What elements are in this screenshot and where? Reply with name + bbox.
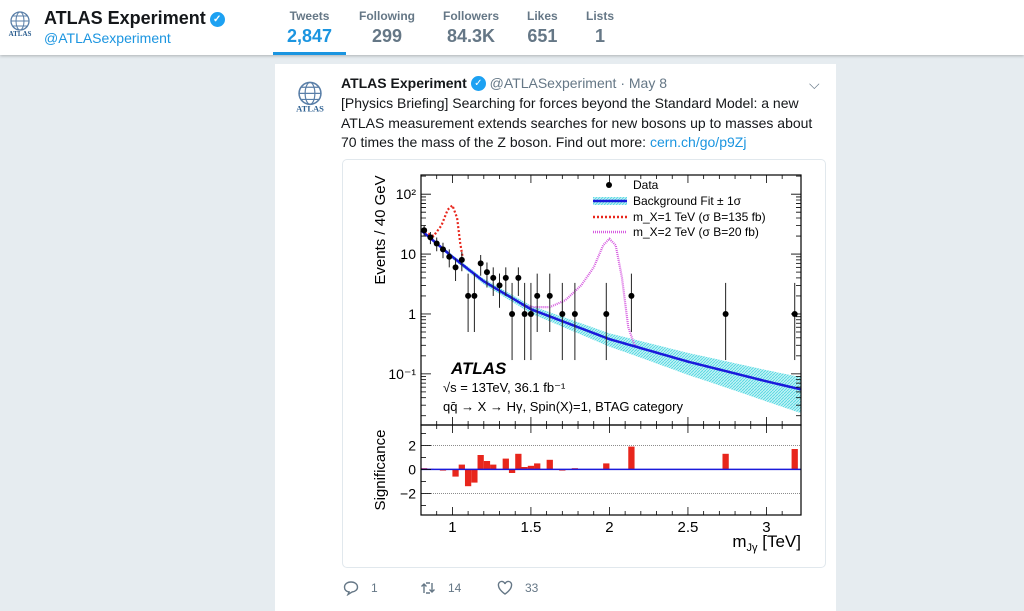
significance-bar xyxy=(458,464,465,470)
stat-lists[interactable]: Lists 1 xyxy=(586,9,615,46)
verified-icon: ✓ xyxy=(470,76,486,91)
significance-bar xyxy=(464,469,472,487)
x-tick-label: 1.5 xyxy=(520,519,541,536)
significance-bar xyxy=(477,455,484,470)
data-point xyxy=(546,292,553,299)
y-axis-label: Events / 40 GeV xyxy=(372,175,389,284)
atlas-logo-icon: ATLAS xyxy=(9,11,32,38)
data-point xyxy=(628,292,635,299)
y-tick-label: 1 xyxy=(408,306,416,322)
significance-bar xyxy=(490,464,497,470)
reply-button[interactable]: 1 xyxy=(343,580,378,596)
data-point xyxy=(427,234,434,241)
legend-data-marker xyxy=(606,182,612,188)
data-point xyxy=(571,310,578,317)
heart-icon xyxy=(497,580,513,595)
significance-bar xyxy=(791,449,798,470)
data-point xyxy=(603,310,610,317)
data-point xyxy=(471,292,478,299)
legend: Data Background Fit ± 1σ m_X=1 TeV (σ B=… xyxy=(593,178,766,239)
x-tick-label: 1 xyxy=(448,519,456,536)
sig-y-tick-label: 0 xyxy=(408,461,416,477)
significance-plot-frame xyxy=(420,424,802,516)
svg-text:ATLAS: ATLAS xyxy=(9,30,32,38)
data-point xyxy=(433,240,440,247)
data-point xyxy=(452,264,459,271)
sig-y-tick-label: 2 xyxy=(408,437,416,453)
profile-header: ATLAS ATLAS Experiment ✓ @ATLASexperiment… xyxy=(0,0,1024,55)
retweet-button[interactable]: 14 xyxy=(420,580,461,596)
background-fit-line xyxy=(420,229,802,391)
data-point xyxy=(521,310,528,317)
significance-bar xyxy=(722,453,729,470)
data-point xyxy=(496,282,503,289)
data-point xyxy=(421,227,428,234)
stat-tweets[interactable]: Tweets 2,847 xyxy=(272,9,347,55)
significance-bar xyxy=(471,469,478,483)
signal-1tev-line xyxy=(420,203,465,262)
stat-likes[interactable]: Likes 651 xyxy=(527,9,558,46)
like-button[interactable]: 33 xyxy=(497,580,538,596)
legend-data: Data xyxy=(633,178,659,192)
data-point xyxy=(722,310,729,317)
tweet-date[interactable]: · May 8 xyxy=(620,75,668,91)
data-point xyxy=(534,292,541,299)
stat-followers[interactable]: Followers 84.3K xyxy=(443,9,500,46)
x-tick-label: 2.5 xyxy=(678,519,699,536)
energy-label: √s = 13TeV, 36.1 fb⁻¹ xyxy=(443,380,566,395)
y-tick-label: 10 xyxy=(400,246,416,262)
data-point xyxy=(439,246,446,253)
significance-bar xyxy=(502,458,509,470)
verified-icon: ✓ xyxy=(209,12,225,27)
tweet-text: [Physics Briefing] Searching for forces … xyxy=(341,95,813,150)
data-point xyxy=(490,274,497,281)
significance-bar xyxy=(483,461,491,470)
data-point xyxy=(527,310,534,317)
data-point xyxy=(477,260,484,267)
tweet-header: ATLAS Experiment ✓ @ATLASexperiment · May… xyxy=(341,75,667,91)
tweet-avatar[interactable]: ATLAS xyxy=(293,80,327,114)
significance-bar xyxy=(628,446,635,470)
significance-bar xyxy=(527,465,535,470)
legend-sig1: m_X=1 TeV (σ B=135 fb) xyxy=(633,210,766,224)
data-point xyxy=(559,310,566,317)
data-point xyxy=(502,274,509,281)
x-tick-label: 3 xyxy=(762,519,770,536)
svg-text:ATLAS: ATLAS xyxy=(296,104,324,114)
significance-bar xyxy=(521,467,528,470)
tweet-handle[interactable]: @ATLASexperiment xyxy=(489,75,617,91)
process-label: qq̄ → X → Hγ, Spin(X)=1, BTAG category xyxy=(443,399,683,414)
data-point xyxy=(458,256,465,263)
data-point xyxy=(509,310,516,317)
retweet-icon xyxy=(421,582,435,594)
significance-bar xyxy=(452,469,459,477)
data-point xyxy=(446,253,453,260)
y-tick-label: 10² xyxy=(396,186,417,202)
tweet-media-chart[interactable]: 1 1.5 2 2.5 3 10² 10 1 10⁻¹ 2 0 −2 Events / 40 GeV … xyxy=(342,159,826,568)
significance-bar xyxy=(603,463,610,470)
legend-sig2: m_X=2 TeV (σ B=20 fb) xyxy=(633,225,759,239)
reply-icon xyxy=(343,581,359,596)
profile-name: ATLAS Experiment ✓ xyxy=(44,8,225,29)
x-axis-label: mJγ [TeV] xyxy=(732,532,801,554)
significance-bar xyxy=(508,469,516,473)
data-point xyxy=(465,292,472,299)
y-tick-label: 10⁻¹ xyxy=(388,366,416,382)
stat-following[interactable]: Following 299 xyxy=(359,9,415,46)
data-point xyxy=(483,269,490,276)
data-point xyxy=(515,274,522,281)
sig-y-tick-label: −2 xyxy=(400,485,416,501)
tweet-author[interactable]: ATLAS Experiment xyxy=(341,75,467,91)
tweet-link[interactable]: cern.ch/go/p9Zj xyxy=(649,134,747,150)
chevron-down-icon[interactable]: ⌵ xyxy=(809,76,820,92)
legend-fit: Background Fit ± 1σ xyxy=(633,194,742,208)
profile-handle: @ATLASexperiment xyxy=(44,30,171,46)
significance-bar xyxy=(534,463,541,470)
significance-bar xyxy=(515,453,522,470)
x-tick-label: 2 xyxy=(605,519,613,536)
y-axis-label-bottom: Significance xyxy=(372,430,389,511)
atlas-label: ATLAS xyxy=(450,359,507,378)
significance-bar xyxy=(546,459,553,470)
